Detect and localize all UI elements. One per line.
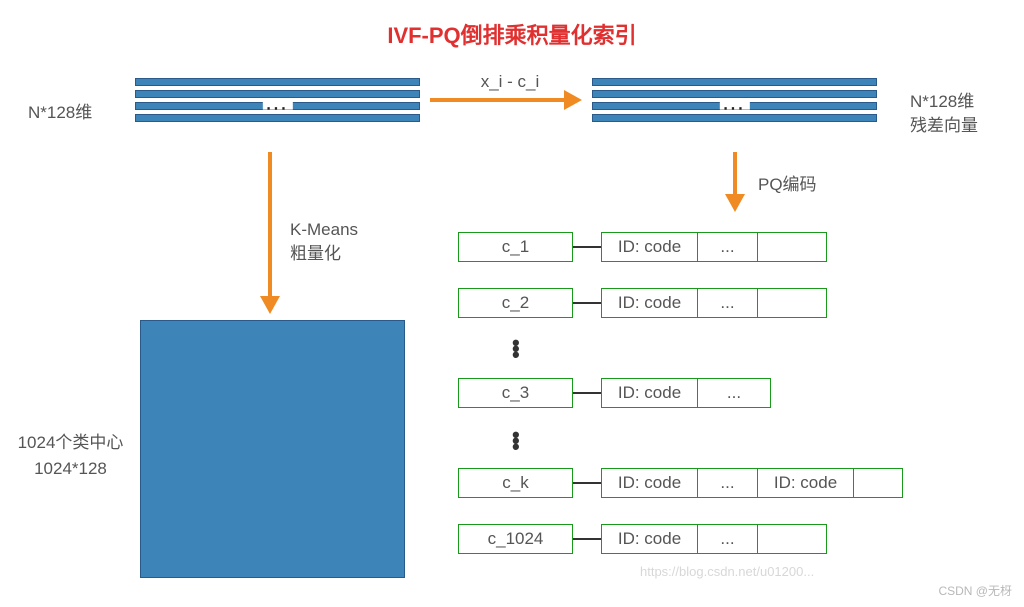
arrow-head-icon [725, 194, 745, 212]
vertical-ellipsis-icon: ••• [512, 340, 520, 358]
code-cell: ID: code [602, 525, 698, 553]
inverted-list-row: c_2 ID: code... [458, 288, 827, 318]
connector-line [573, 392, 601, 394]
left-vectors: ... [135, 78, 420, 122]
ellipsis-icon: ... [719, 102, 749, 110]
connector-line [573, 538, 601, 540]
arrow-shaft [733, 152, 737, 196]
vector-stripe: ... [135, 102, 420, 110]
empty-cell [854, 469, 902, 497]
code-cell: ID: code [602, 233, 698, 261]
ellipsis-cell: ... [698, 233, 758, 261]
ellipsis-cell: ... [698, 469, 758, 497]
cluster-label-line2: 1024*128 [8, 456, 133, 482]
vector-stripe [592, 78, 877, 86]
cluster-label-line1: 1024个类中心 [8, 430, 133, 456]
pq-arrow-label: PQ编码 [758, 170, 817, 195]
ellipsis-cell: ... [698, 289, 758, 317]
code-cell: ID: code [758, 469, 854, 497]
right-vectors-label: N*128维 残差向量 [910, 90, 978, 138]
diagram-title: IVF-PQ倒排乘积量化索引 [0, 18, 1024, 50]
inverted-list-row: c_1024 ID: code... [458, 524, 827, 554]
code-list: ID: code... [601, 524, 827, 554]
vector-stripe [135, 114, 420, 122]
right-label-line2: 残差向量 [910, 114, 978, 138]
inverted-list-row: c_3 ID: code... [458, 378, 771, 408]
empty-cell [758, 233, 826, 261]
centroid-box: c_3 [458, 378, 573, 408]
watermark-mid: https://blog.csdn.net/u01200... [640, 564, 814, 579]
vector-stripe [592, 114, 877, 122]
empty-cell [758, 525, 826, 553]
arrow-shaft [268, 152, 272, 298]
centroid-box: c_k [458, 468, 573, 498]
connector-line [573, 302, 601, 304]
centroid-box: c_1 [458, 232, 573, 262]
arrow-head-icon [260, 296, 280, 314]
residual-arrow-label: x_i - c_i [450, 72, 570, 92]
ellipsis-cell: ... [698, 525, 758, 553]
title-text: IVF-PQ倒排乘积量化索引 [387, 23, 636, 48]
vector-stripe [135, 78, 420, 86]
code-list: ID: code...ID: code [601, 468, 903, 498]
arrow-shaft [430, 98, 566, 102]
vector-stripe: ... [592, 102, 877, 110]
inverted-list-row: c_k ID: code...ID: code [458, 468, 903, 498]
code-list: ID: code... [601, 232, 827, 262]
code-cell: ID: code [602, 289, 698, 317]
centroid-box: c_2 [458, 288, 573, 318]
left-vectors-label: N*128维 [28, 98, 92, 123]
right-label-line1: N*128维 [910, 90, 978, 114]
watermark-right: CSDN @无枒 [938, 582, 1012, 599]
ellipsis-icon: ... [262, 102, 292, 110]
code-cell: ID: code [602, 379, 698, 407]
kmeans-label-line2: 粗量化 [290, 242, 358, 266]
cluster-centers-square [140, 320, 405, 578]
connector-line [573, 246, 601, 248]
vertical-ellipsis-icon: ••• [512, 432, 520, 450]
code-list: ID: code... [601, 288, 827, 318]
empty-cell [758, 289, 826, 317]
connector-line [573, 482, 601, 484]
inverted-list-row: c_1 ID: code... [458, 232, 827, 262]
arrow-head-icon [564, 90, 582, 110]
cluster-square-label: 1024个类中心 1024*128 [8, 430, 133, 481]
code-cell: ID: code [602, 469, 698, 497]
ellipsis-cell: ... [698, 379, 770, 407]
kmeans-arrow-label: K-Means 粗量化 [290, 218, 358, 266]
centroid-box: c_1024 [458, 524, 573, 554]
right-vectors: ... [592, 78, 877, 122]
code-list: ID: code... [601, 378, 771, 408]
kmeans-label-line1: K-Means [290, 218, 358, 242]
